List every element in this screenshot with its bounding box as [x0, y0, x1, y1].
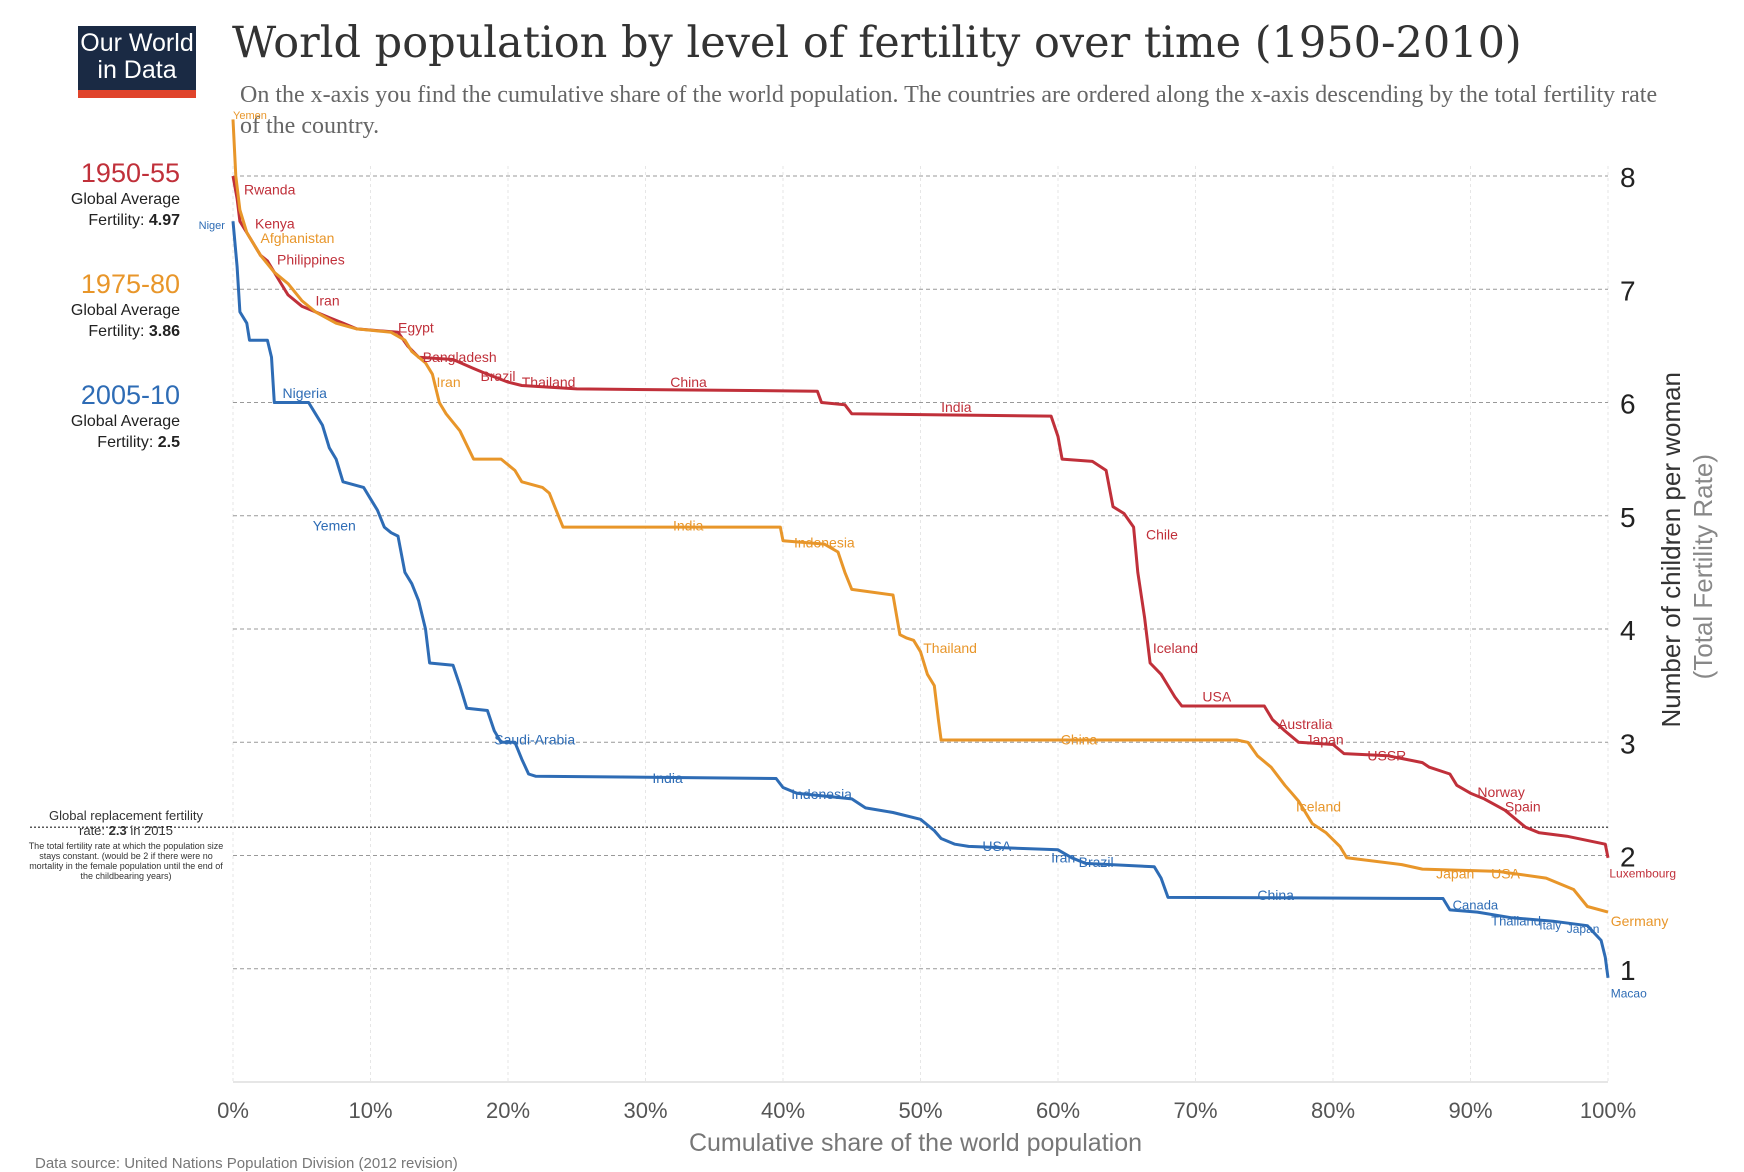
y-tick-label-5: 6 [1620, 389, 1636, 420]
annotation-philippines-1950-55: Philippines [277, 252, 345, 268]
annotation-macao-2005-10: Macao [1611, 986, 1647, 1000]
y-tick-label-6: 7 [1620, 275, 1636, 306]
chart-title: World population by level of fertility o… [232, 18, 1522, 68]
y-tick-label-2: 3 [1620, 728, 1636, 759]
y-tick-label-1: 2 [1620, 842, 1636, 873]
legend-period-1975: 1975-80 [80, 269, 180, 299]
legend-fertility-1975: Fertility: 3.86 [88, 323, 180, 340]
series-line-2005-10 [231, 221, 1610, 978]
annotation-bangladesh-1950-55: Bangladesh [423, 349, 497, 365]
legend-1950: 1950-55 Global Average Fertility: 4.97 [0, 158, 180, 231]
annotation-thailand-1975-80: Thailand [923, 640, 977, 656]
y-axis-title: Number of children per woman [1656, 372, 1686, 728]
annotation-yemen-2005-10: Yemen [313, 518, 356, 534]
logo: Our World in Data [78, 26, 196, 98]
legend-period-1950: 1950-55 [80, 158, 180, 188]
x-axis-title: Cumulative share of the world population [689, 1129, 1142, 1157]
annotation-iceland-1950-55: Iceland [1153, 640, 1198, 656]
x-tick-label-5: 50% [898, 1098, 942, 1123]
annotation-spain-1950-55: Spain [1505, 799, 1541, 815]
chart-subtitle: On the x-axis you find the cumulative sh… [240, 82, 1658, 139]
annotation-iran-2005-10: Iran [1051, 850, 1075, 866]
annotation-canada-2005-10: Canada [1453, 898, 1499, 913]
annotation-norway-1950-55: Norway [1477, 784, 1524, 800]
annotation-egypt-1950-55: Egypt [398, 319, 434, 335]
replacement-note-detail: The total fertility rate at which the po… [28, 841, 224, 881]
y-tick-label-0: 1 [1620, 955, 1636, 986]
annotation-brazil-2005-10: Brazil [1079, 854, 1114, 870]
annotation-iran-1950-55: Iran [316, 292, 340, 308]
x-tick-label-10: 100% [1580, 1098, 1636, 1123]
legend-value-1950: 4.97 [148, 212, 180, 229]
annotation-china-1950-55: China [670, 374, 707, 390]
annotation-nigeria-2005-10: Nigeria [283, 385, 328, 401]
annotation-thailand-2005-10: Thailand [1491, 913, 1541, 928]
series-line-1950-55 [231, 175, 1610, 859]
annotation-japan-2005-10: Japan [1567, 922, 1600, 936]
replacement-note-title: Global replacement fertility [49, 808, 203, 823]
annotation-usa-1950-55: USA [1202, 689, 1231, 705]
annotation-kenya-1950-55: Kenya [255, 215, 295, 231]
annotation-niger-2005-10: Niger [199, 220, 226, 232]
y-tick-label-4: 5 [1620, 502, 1636, 533]
annotation-thailand-1950-55: Thailand [522, 374, 576, 390]
legend-1975: 1975-80 Global Average Fertility: 3.86 [0, 269, 180, 342]
legend-2005: 2005-10 Global Average Fertility: 2.5 [0, 380, 180, 453]
annotation-italy-2005-10: Italy [1539, 918, 1561, 932]
annotation-japan-1975-80: Japan [1436, 865, 1474, 881]
y-axis-subtitle: (Total Fertility Rate) [1688, 454, 1718, 679]
annotation-usa-1975-80: USA [1491, 865, 1520, 881]
x-tick-label-1: 10% [348, 1098, 392, 1123]
x-tick-label-8: 80% [1311, 1098, 1355, 1123]
y-tick-label-3: 4 [1620, 615, 1636, 646]
annotation-indonesia-1975-80: Indonesia [794, 535, 855, 551]
annotation-australia-1950-55: Australia [1278, 716, 1333, 732]
legend-value-1975: 3.86 [148, 323, 180, 340]
x-tick-label-6: 60% [1036, 1098, 1080, 1123]
annotation-iceland-1975-80: Iceland [1296, 799, 1341, 815]
legend-line-1975: Global Average [70, 302, 180, 319]
annotation-china-2005-10: China [1257, 887, 1294, 903]
legend-fertility-1950: Fertility: 4.97 [88, 212, 180, 229]
annotation-afghanistan-1975-80: Afghanistan [261, 230, 335, 246]
annotation-india-1950-55: India [941, 399, 972, 415]
annotation-rwanda-1950-55: Rwanda [244, 181, 296, 197]
y-tick-label-7: 8 [1620, 162, 1636, 193]
legend-line-1950: Global Average [70, 191, 180, 208]
annotation-yemen-1975-80: Yemen [233, 110, 267, 122]
annotation-chile-1950-55: Chile [1146, 527, 1178, 543]
annotation-china-1975-80: China [1061, 732, 1098, 748]
annotation-brazil-1950-55: Brazil [481, 368, 516, 384]
annotation-japan-1950-55: Japan [1306, 732, 1344, 748]
x-tick-label-7: 70% [1173, 1098, 1217, 1123]
annotation-luxembourg-1950-55: Luxembourg [1609, 866, 1676, 880]
x-tick-label-4: 40% [761, 1098, 805, 1123]
x-tick-label-9: 90% [1448, 1098, 1492, 1123]
series-line-1975-80 [231, 119, 1609, 914]
annotation-ussr-1950-55: USSR [1367, 748, 1406, 764]
annotation-iran-1975-80: Iran [437, 374, 461, 390]
annotation-saudi-arabia-2005-10: Saudi-Arabia [494, 732, 575, 748]
x-tick-label-0: 0% [217, 1098, 249, 1123]
legend-period-2005: 2005-10 [80, 380, 180, 410]
annotation-indonesia-2005-10: Indonesia [791, 786, 852, 802]
annotation-germany-1975-80: Germany [1611, 913, 1669, 929]
logo-line-2: in Data [97, 56, 177, 84]
annotation-india-2005-10: India [652, 770, 683, 786]
annotation-india-1975-80: India [673, 518, 704, 534]
logo-line-1: Our World [80, 29, 194, 57]
x-tick-label-3: 30% [623, 1098, 667, 1123]
legend-line-2005: Global Average [70, 413, 180, 430]
legend-fertility-2005: Fertility: 2.5 [97, 434, 180, 451]
legend-value-2005: 2.5 [157, 434, 180, 451]
x-tick-label-2: 20% [486, 1098, 530, 1123]
annotation-usa-2005-10: USA [982, 838, 1011, 854]
